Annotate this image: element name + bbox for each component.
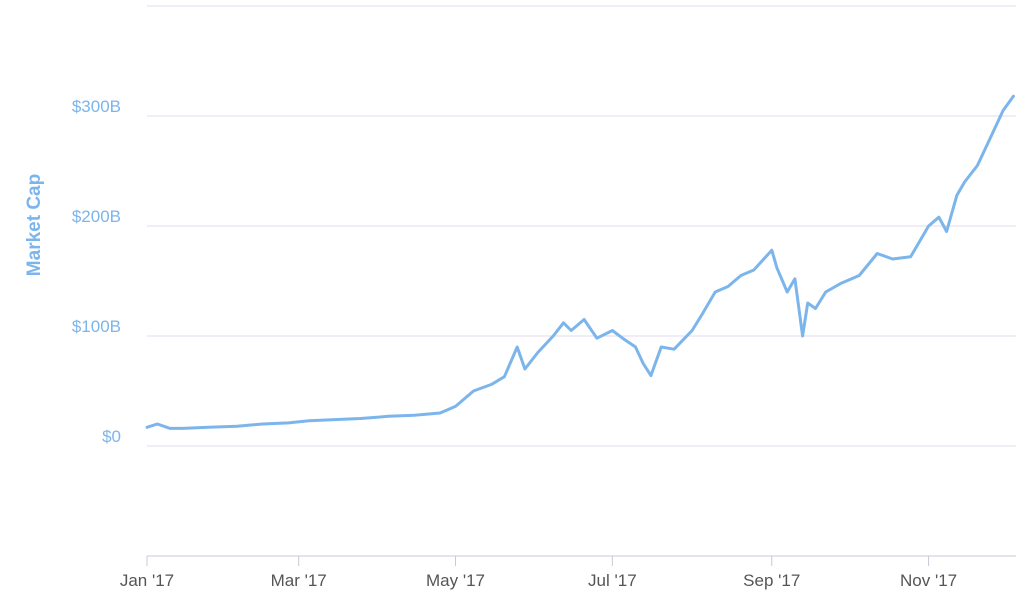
x-tick-label: Jan '17 [120, 571, 174, 590]
series-lines [147, 96, 1013, 428]
x-tick-label: Sep '17 [743, 571, 800, 590]
x-tick-label: Mar '17 [271, 571, 327, 590]
market-cap-line [147, 96, 1013, 428]
x-tick-label: May '17 [426, 571, 485, 590]
y-tick-label: $0 [102, 427, 121, 446]
y-axis-label: Market Cap [24, 174, 45, 276]
y-axis-ticks: $0 $100B $200B $300B [72, 97, 121, 446]
x-tick-label: Nov '17 [900, 571, 957, 590]
x-axis: Jan '17 Mar '17 May '17 Jul '17 Sep '17 Nov '… [120, 556, 1016, 590]
y-tick-label: $200B [72, 207, 121, 226]
y-tick-label: $100B [72, 317, 121, 336]
x-tick-label: Jul '17 [588, 571, 637, 590]
gridlines [147, 6, 1016, 446]
y-tick-label: $300B [72, 97, 121, 116]
